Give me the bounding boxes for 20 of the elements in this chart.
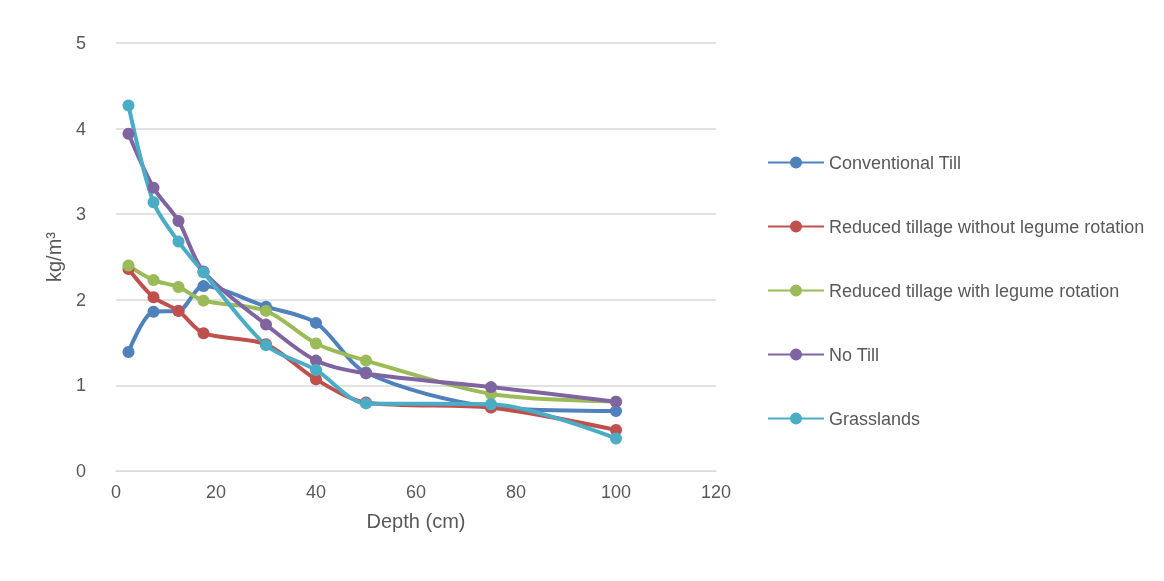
x-tick-label: 60 [405, 482, 427, 502]
x-tick-label: 40 [305, 482, 327, 502]
x-tick-label: 80 [505, 482, 527, 502]
y-tick-label: 5 [75, 33, 86, 53]
x-axis-title: Depth (cm) [366, 510, 466, 532]
y-tick-label: 2 [75, 289, 86, 310]
y-tick-label: 3 [75, 204, 86, 225]
legend-label: Reduced tillage without legume rotation [829, 216, 1145, 237]
y-tick-label: 4 [75, 118, 86, 139]
legend-label: Reduced tillage with legume rotation [829, 280, 1120, 301]
y-tick-label: 0 [75, 461, 86, 481]
legend-label: Conventional Till [829, 152, 962, 173]
x-tick-label: 120 [700, 482, 732, 502]
legend-label: No Till [829, 344, 880, 365]
x-tick-label: 20 [205, 482, 227, 502]
y-axis-title: kg/m³ [43, 231, 65, 282]
y-tick-label: 1 [75, 375, 86, 396]
legend-label: Grasslands [829, 408, 921, 429]
x-tick-label: 100 [600, 482, 632, 502]
x-tick-label: 0 [110, 482, 122, 502]
